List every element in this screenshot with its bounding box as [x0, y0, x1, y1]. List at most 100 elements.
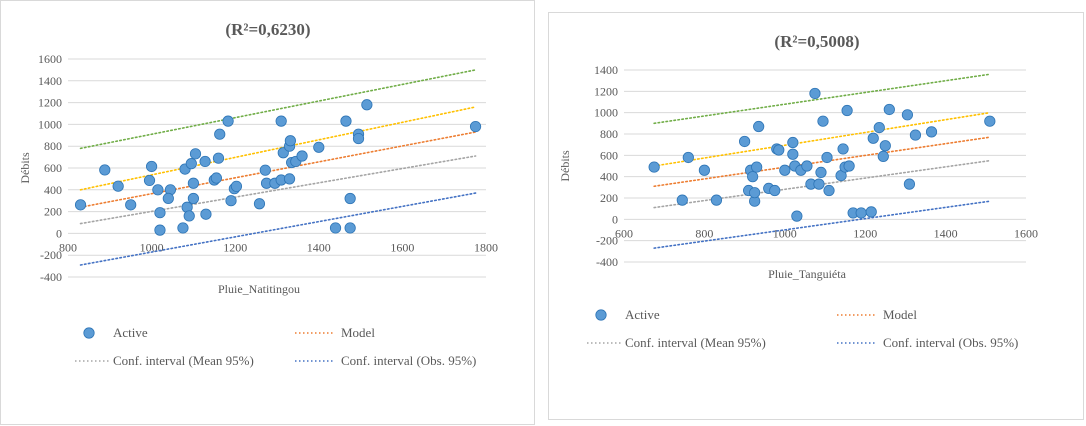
conf-mean-upper-line	[653, 111, 991, 167]
data-point	[352, 132, 365, 145]
y-tick-label: 800	[44, 139, 62, 153]
data-point	[751, 161, 763, 173]
data-point	[865, 206, 877, 218]
data-point	[901, 109, 914, 121]
y-tick-label: 1200	[594, 84, 618, 98]
chart-natitingou: (R²=0,6230) -400 -200 0 200 400 600 800 1000 1200…	[18, 20, 498, 368]
conf-obs-upper-line	[79, 69, 477, 150]
data-point	[284, 135, 296, 147]
data-point	[185, 158, 197, 170]
x-tick-label: 1000	[140, 240, 164, 254]
legend-conf-obs-label: Conf. interval (Obs. 95%)	[883, 335, 1018, 350]
model-line	[79, 131, 477, 209]
data-point	[162, 192, 174, 205]
data-point	[648, 161, 660, 173]
x-axis-label: Pluie_Tanguiéta	[768, 267, 846, 281]
y-tick-label: 1600	[38, 52, 62, 66]
data-point	[843, 160, 855, 172]
x-tick-label: 1200	[853, 226, 877, 240]
data-point	[283, 173, 296, 185]
data-point	[873, 122, 885, 134]
x-tick-label: 1200	[223, 240, 247, 254]
y-tick-label: -400	[40, 270, 62, 284]
x-tick-label: 1400	[934, 226, 958, 240]
legend-conf-mean-label: Conf. interval (Mean 95%)	[625, 335, 766, 350]
legend-conf-obs-label: Conf. interval (Obs. 95%)	[341, 353, 476, 368]
conf-mean-lower-line	[79, 155, 477, 225]
legend-conf-mean-label: Conf. interval (Mean 95%)	[113, 353, 254, 368]
y-axis-label: Débits	[558, 150, 572, 182]
x-tick-label: 600	[615, 226, 633, 240]
data-point	[222, 115, 234, 127]
legend-active-marker	[595, 309, 607, 321]
data-point	[739, 135, 751, 148]
data-point	[747, 171, 759, 183]
data-point	[841, 104, 853, 117]
y-tick-label: 0	[56, 226, 62, 240]
data-point	[909, 129, 922, 141]
data-point	[225, 195, 237, 207]
data-point	[253, 198, 266, 210]
data-point	[682, 151, 694, 164]
legend-active-marker	[83, 327, 95, 339]
data-point	[698, 164, 710, 176]
chart-panel-tanguieta: (R²=0,5008) -400 -200 0 200 400 600 800 1000 1200…	[548, 12, 1084, 420]
data-point	[837, 143, 849, 155]
x-tick-label: 1800	[474, 240, 498, 254]
y-tick-label: -200	[596, 234, 618, 248]
data-point	[855, 207, 867, 219]
data-point	[815, 166, 827, 178]
data-point	[200, 208, 212, 220]
x-tick-label: 800	[59, 240, 77, 254]
y-tick-label: 800	[600, 127, 618, 141]
x-tick-label: 1600	[390, 240, 414, 254]
data-point	[787, 136, 799, 149]
data-point	[125, 199, 137, 211]
y-tick-label: 1400	[38, 74, 62, 88]
data-point	[773, 144, 785, 156]
data-point	[821, 151, 833, 164]
y-tick-label: 200	[44, 205, 62, 219]
data-point	[361, 99, 373, 111]
conf-obs-lower-line	[79, 192, 477, 266]
y-tick-label: 400	[600, 170, 618, 184]
x-axis-label: Pluie_Natitingou	[218, 282, 300, 296]
y-tick-label: 1000	[594, 106, 618, 120]
data-point	[340, 115, 352, 127]
data-point	[469, 120, 482, 133]
data-point	[867, 132, 879, 144]
chart-title: (R²=0,5008)	[774, 32, 859, 51]
chart-tanguieta: (R²=0,5008) -400 -200 0 200 400 600 800 1000 1200…	[558, 32, 1038, 350]
y-tick-label: 200	[600, 191, 618, 205]
legend-model-label: Model	[883, 307, 917, 322]
y-tick-label: 400	[44, 183, 62, 197]
chart-title: (R²=0,6230)	[225, 20, 310, 39]
data-point	[187, 177, 199, 189]
chart-panel-natitingou: (R²=0,6230) -400 -200 0 200 400 600 800 1000 1200…	[0, 0, 535, 425]
conf-obs-lower-line	[653, 200, 991, 249]
data-point	[183, 210, 195, 222]
data-point	[189, 148, 202, 160]
data-point	[212, 152, 225, 164]
y-tick-label: 1200	[38, 96, 62, 110]
data-point	[154, 207, 166, 219]
data-point	[99, 164, 111, 176]
conf-obs-upper-line	[653, 73, 991, 125]
data-point	[779, 164, 791, 176]
data-point	[313, 141, 325, 153]
data-point	[749, 187, 761, 199]
data-point	[787, 148, 799, 160]
data-point	[296, 150, 308, 162]
legend-active-label: Active	[113, 325, 148, 340]
data-point	[143, 174, 156, 187]
data-point	[187, 192, 199, 205]
data-point	[214, 128, 226, 140]
data-point	[877, 150, 889, 162]
data-point	[74, 199, 87, 211]
data-point	[817, 115, 829, 127]
data-point	[230, 180, 243, 192]
y-axis-label: Débits	[18, 152, 32, 184]
data-point	[177, 222, 189, 234]
data-point	[259, 164, 271, 176]
data-point	[903, 178, 916, 190]
